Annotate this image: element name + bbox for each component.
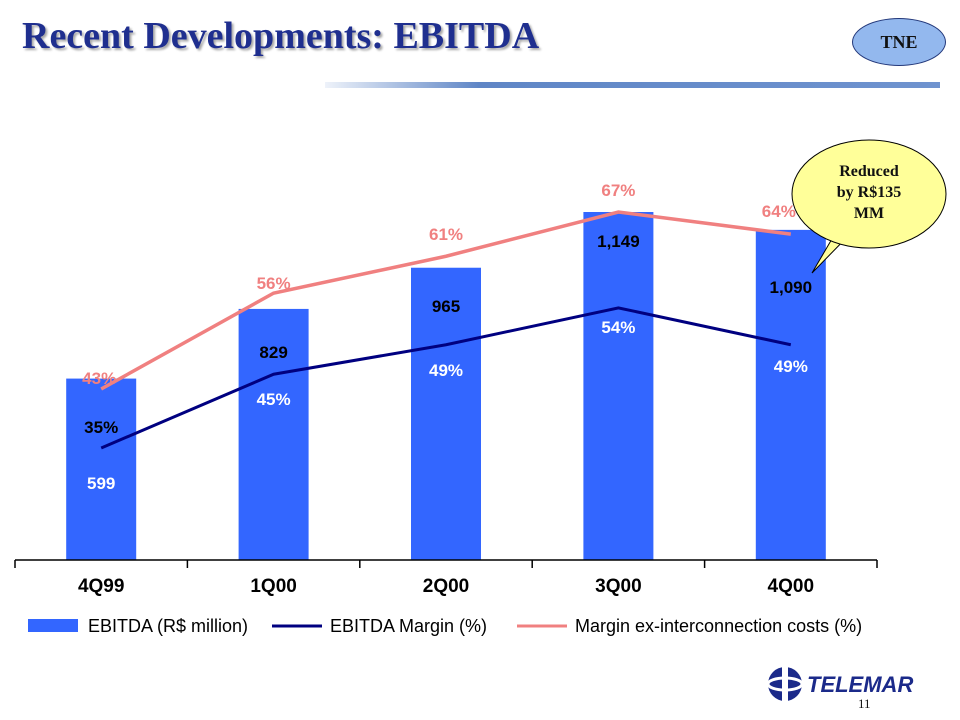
ebitda-margin-label: 45%	[257, 390, 291, 409]
ebitda-bar	[755, 229, 826, 560]
legend-swatch-ebitda	[28, 619, 78, 632]
callout-joint	[835, 228, 853, 234]
bar-value-label: 1,090	[770, 278, 813, 297]
ebitda-bar	[238, 308, 309, 560]
margin-ex-interconnection-label: 64%	[762, 202, 796, 221]
x-tick-label: 1Q00	[250, 576, 296, 597]
title-underline-bar	[325, 82, 940, 88]
page-number: 11	[858, 696, 871, 711]
legend-label-ebitda-margin: EBITDA Margin (%)	[330, 616, 487, 636]
callout-bubble	[791, 139, 947, 249]
ebitda-margin-label: 35%	[84, 418, 118, 437]
telemar-logo: TELEMAR	[765, 662, 945, 711]
bar-value-label: 965	[432, 297, 460, 316]
ebitda-margin-label: 49%	[429, 361, 463, 380]
ebitda-bar	[411, 267, 481, 560]
margin-ex-interconnection-label: 67%	[601, 181, 635, 200]
telemar-logo-text: TELEMAR	[807, 672, 913, 697]
x-tick-label: 3Q00	[595, 576, 641, 597]
x-tick-label: 2Q00	[423, 576, 469, 597]
margin-ex-interconnection-line	[100, 210, 792, 391]
tne-badge: TNE	[852, 18, 946, 66]
tne-badge-label: TNE	[880, 31, 918, 52]
ebitda-margin-line	[100, 306, 792, 450]
ebitda-margin-label: 54%	[601, 318, 635, 337]
legend-label-margin-ex: Margin ex-interconnection costs (%)	[575, 616, 862, 636]
ebitda-margin-label: 49%	[774, 357, 808, 376]
callout-text-line: Reduced	[839, 163, 899, 180]
legend-label-ebitda: EBITDA (R$ million)	[88, 616, 248, 636]
margin-ex-interconnection-label: 61%	[429, 225, 463, 244]
bar-value-label: 1,149	[597, 232, 640, 251]
ebitda-bar	[583, 212, 654, 560]
slide-title: Recent Developments: EBITDA	[22, 15, 540, 57]
bar-value-label: 599	[87, 474, 115, 493]
telemar-logo-mark: TELEMAR	[766, 667, 913, 701]
margin-ex-interconnection-label: 56%	[257, 274, 291, 293]
callout-text-line: MM	[854, 205, 884, 222]
callout-text-line: by R$135	[837, 184, 901, 201]
x-tick-label: 4Q99	[78, 576, 124, 597]
ebitda-bar	[66, 378, 137, 560]
margin-ex-interconnection-label: 43%	[82, 369, 116, 388]
x-tick-label: 4Q00	[768, 576, 814, 597]
bar-value-label: 829	[259, 343, 287, 362]
